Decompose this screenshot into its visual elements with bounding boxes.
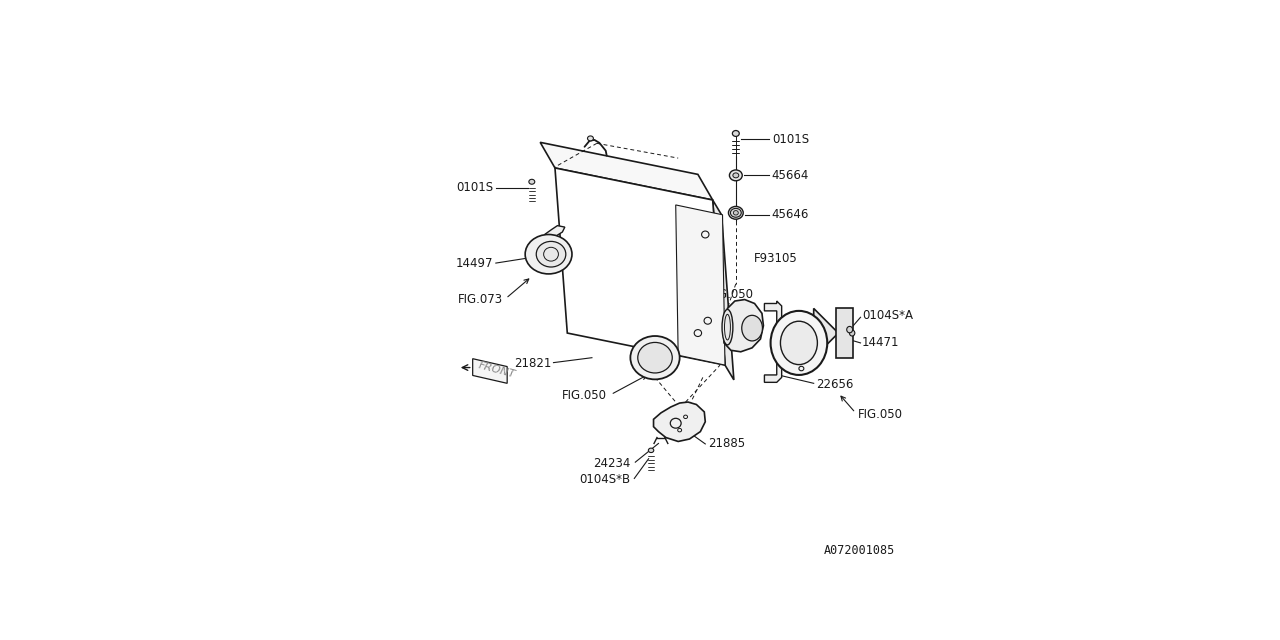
- Ellipse shape: [722, 309, 733, 345]
- Ellipse shape: [771, 311, 827, 375]
- Ellipse shape: [733, 211, 739, 215]
- Ellipse shape: [781, 321, 818, 365]
- Polygon shape: [713, 200, 733, 380]
- Polygon shape: [544, 226, 564, 239]
- Ellipse shape: [649, 448, 654, 452]
- Ellipse shape: [732, 131, 740, 136]
- Ellipse shape: [588, 136, 594, 141]
- Ellipse shape: [529, 179, 535, 184]
- Text: 0104S*A: 0104S*A: [861, 309, 913, 323]
- Text: 21885: 21885: [708, 437, 745, 451]
- Polygon shape: [540, 142, 713, 200]
- Text: FRONT: FRONT: [477, 360, 517, 380]
- Text: 45664: 45664: [772, 169, 809, 182]
- Text: 14497: 14497: [456, 257, 493, 269]
- Text: F93105: F93105: [754, 252, 797, 265]
- Polygon shape: [472, 358, 507, 383]
- Text: FIG.050: FIG.050: [709, 288, 754, 301]
- Ellipse shape: [536, 241, 566, 267]
- Ellipse shape: [850, 330, 855, 336]
- Text: 0104S*B: 0104S*B: [580, 473, 630, 486]
- Ellipse shape: [741, 316, 763, 341]
- Ellipse shape: [846, 326, 852, 333]
- Polygon shape: [724, 300, 763, 352]
- Ellipse shape: [730, 170, 742, 180]
- Polygon shape: [654, 402, 705, 442]
- Text: 24234: 24234: [593, 457, 630, 470]
- Polygon shape: [556, 168, 724, 365]
- Text: 45646: 45646: [772, 208, 809, 221]
- Text: 0101S: 0101S: [772, 133, 809, 146]
- Text: FIG.050: FIG.050: [562, 389, 607, 402]
- Ellipse shape: [733, 173, 739, 178]
- Text: 22656: 22656: [815, 378, 852, 391]
- Text: 14471: 14471: [861, 337, 900, 349]
- Polygon shape: [764, 301, 782, 382]
- Ellipse shape: [731, 209, 741, 217]
- Polygon shape: [836, 308, 854, 358]
- Text: FIG.050: FIG.050: [858, 408, 904, 421]
- Polygon shape: [814, 308, 838, 358]
- Text: A072001085: A072001085: [824, 544, 895, 557]
- Ellipse shape: [630, 336, 680, 380]
- Text: FIG.073: FIG.073: [458, 293, 503, 306]
- Ellipse shape: [728, 207, 744, 220]
- Polygon shape: [676, 205, 724, 365]
- Ellipse shape: [525, 234, 572, 274]
- Ellipse shape: [637, 342, 672, 373]
- Text: 0101S: 0101S: [456, 181, 493, 194]
- Text: 21821: 21821: [515, 357, 552, 370]
